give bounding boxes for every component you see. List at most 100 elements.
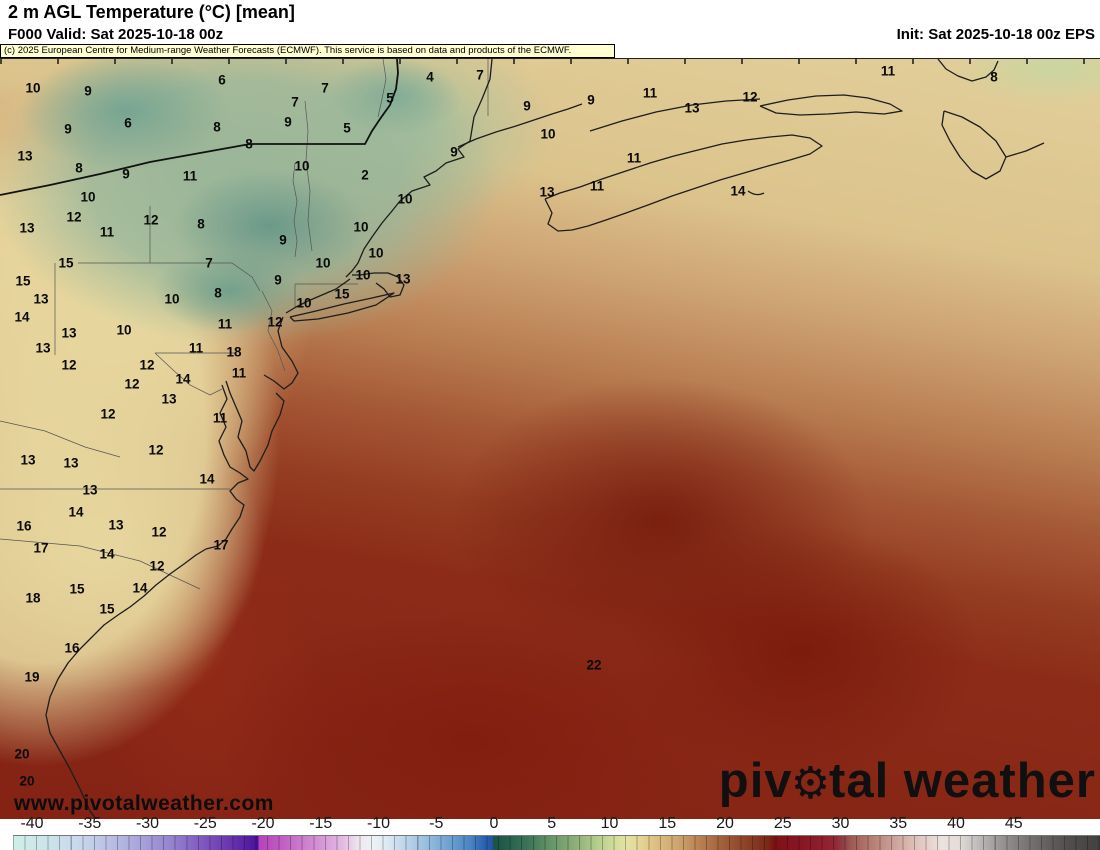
temp-label: 10: [294, 158, 310, 174]
temp-label: 10: [540, 126, 556, 142]
temp-label: 13: [108, 517, 124, 533]
temp-label: 15: [334, 286, 350, 302]
temp-label: 9: [284, 114, 292, 130]
colorbar-tick: 5: [547, 815, 557, 832]
temp-label: 20: [14, 746, 30, 762]
temp-label: 10: [355, 267, 371, 283]
temp-label: 9: [587, 92, 595, 108]
temp-label: 12: [139, 357, 155, 373]
temp-label: 22: [586, 657, 602, 673]
colorbar-tick: 40: [947, 815, 965, 832]
page-title: 2 m AGL Temperature (°C) [mean]: [8, 2, 295, 22]
temp-label: 9: [279, 232, 287, 248]
temp-label: 6: [218, 72, 226, 88]
colorbar-tick: -20: [251, 815, 275, 832]
temp-label: 9: [523, 98, 531, 114]
temp-label: 11: [99, 224, 115, 240]
temp-label: 18: [25, 590, 41, 606]
temp-label: 5: [343, 120, 351, 136]
temp-label: 9: [64, 121, 72, 137]
temp-label: 12: [267, 314, 283, 330]
temp-label: 7: [291, 94, 299, 110]
weather-map: 10 9 6 7 7 4 7 5 9 9 11 13 12 11 8 6 9 8 9 5 8 10 13 8 10 9 11 2 9 11…: [0, 58, 1100, 819]
temp-label: 18: [226, 344, 242, 360]
temp-label: 14: [14, 309, 30, 325]
temp-label: 13: [17, 148, 33, 164]
colorbar-tick: 15: [658, 815, 677, 832]
temp-label: 11: [231, 365, 247, 381]
temp-label: 16: [16, 518, 32, 534]
temp-label: 12: [151, 524, 167, 540]
temp-label: 12: [149, 558, 165, 574]
colorbar-tick: 35: [889, 815, 908, 832]
temp-label: 14: [730, 183, 746, 199]
temp-label: 11: [626, 150, 642, 166]
colorbar-tick: -30: [135, 815, 160, 832]
temp-label: 15: [58, 255, 74, 271]
temp-label: 10: [397, 191, 413, 207]
logo-text-left: piv: [718, 754, 793, 808]
temp-label: 12: [742, 89, 758, 105]
brand-logo: piv ⚙ tal weather: [719, 757, 1096, 806]
temp-label: 15: [99, 601, 115, 617]
temp-label: 8: [197, 216, 205, 232]
temp-label: 4: [426, 69, 434, 85]
colorbar-tick: -25: [193, 815, 217, 832]
temp-label: 11: [182, 168, 198, 184]
coastline-svg: [0, 59, 1045, 819]
colorbar-tick: 0: [489, 815, 499, 832]
temp-label: 14: [99, 546, 115, 562]
temp-label: 9: [450, 144, 458, 160]
copyright-note: (c) 2025 European Centre for Medium-rang…: [0, 44, 615, 58]
temp-label: 10: [368, 245, 384, 261]
colorbar: [13, 835, 1100, 850]
international-border: [0, 59, 399, 196]
temp-label: 12: [148, 442, 164, 458]
temp-label: 11: [212, 410, 228, 426]
temp-label: 6: [124, 115, 132, 131]
temp-label: 17: [33, 540, 49, 556]
temp-label: 13: [82, 482, 98, 498]
temp-label: 12: [124, 376, 140, 392]
temp-label: 11: [642, 85, 658, 101]
temp-label: 11: [217, 316, 233, 332]
init-time: Init: Sat 2025-10-18 00z EPS: [896, 26, 1095, 43]
colorbar-tick: -10: [366, 815, 391, 832]
temp-label: 11: [880, 63, 896, 79]
colorbar-tick: 10: [600, 815, 619, 832]
temp-label: 8: [214, 285, 222, 301]
temp-label: 2: [361, 167, 369, 183]
state-borders: [0, 59, 489, 590]
temp-label: 9: [274, 272, 282, 288]
colorbar-tick: 30: [831, 815, 850, 832]
temp-label: 9: [84, 83, 92, 99]
temp-label: 10: [25, 80, 41, 96]
temp-label: 13: [19, 220, 35, 236]
temp-label: 13: [161, 391, 177, 407]
colorbar-tick: -15: [309, 815, 333, 832]
temp-label: 10: [164, 291, 180, 307]
temp-label: 16: [64, 640, 80, 656]
temp-label: 8: [990, 69, 998, 85]
temp-label: 13: [539, 184, 555, 200]
graticule-ticks: [0, 59, 1100, 64]
temp-label: 13: [61, 325, 77, 341]
temp-label: 17: [213, 537, 229, 553]
temp-label: 13: [35, 340, 51, 356]
temp-label: 10: [296, 295, 312, 311]
temp-label: 13: [20, 452, 36, 468]
colorbar-tick: -40: [20, 815, 44, 832]
temp-label: 10: [116, 322, 132, 338]
temp-label: 12: [66, 209, 82, 225]
temp-label: 8: [245, 136, 253, 152]
colorbar-tick-labels: -40 -35 -30 -25 -20 -15 -10 -5 0 5 10 15 20 25 30 35 40 4…: [0, 815, 1100, 835]
temp-label: 12: [100, 406, 116, 422]
temp-label: 13: [395, 271, 411, 287]
temp-label: 14: [199, 471, 215, 487]
temp-label: 19: [24, 669, 40, 685]
temp-label: 14: [175, 371, 191, 387]
colorbar-tick: -5: [429, 815, 444, 832]
valid-time: F000 Valid: Sat 2025-10-18 00z: [8, 26, 224, 43]
temp-label: 8: [75, 160, 83, 176]
temp-label: 7: [321, 80, 329, 96]
